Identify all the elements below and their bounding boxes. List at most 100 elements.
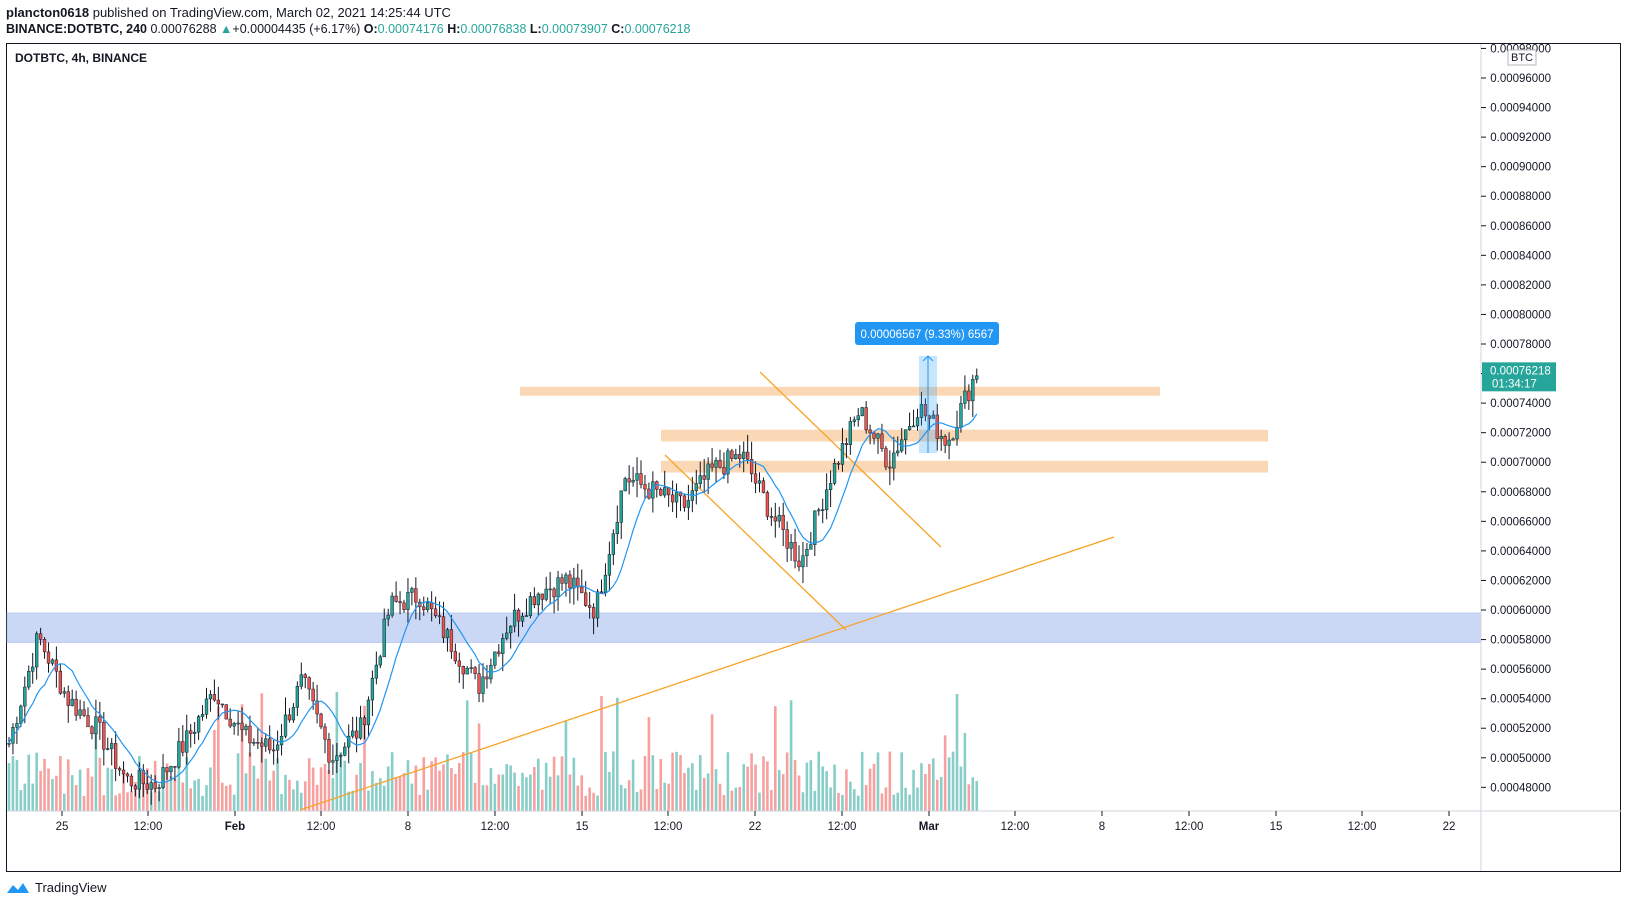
candle-body xyxy=(797,560,801,568)
volume-bar xyxy=(375,782,378,811)
last-price-tag xyxy=(1482,362,1556,392)
open-value: 0.00074176 xyxy=(377,22,444,36)
candle-body xyxy=(698,475,702,484)
ascending-trendline[interactable] xyxy=(299,536,1115,811)
price-change: +0.00004435 (+6.17%) xyxy=(232,22,361,36)
volume-bar xyxy=(643,755,647,811)
candle-body xyxy=(287,714,292,721)
candle-body xyxy=(943,436,947,446)
candle-body xyxy=(923,404,928,417)
volume-bar xyxy=(371,771,374,811)
candle-body xyxy=(378,656,382,666)
volume-bar xyxy=(386,766,390,811)
candle-body xyxy=(94,716,98,735)
volume-bar xyxy=(888,751,892,811)
candle-body xyxy=(627,478,631,483)
candle-body xyxy=(615,522,619,535)
x-tick-label: 25 xyxy=(56,821,69,833)
volume-bar xyxy=(461,752,465,811)
volume-bar xyxy=(438,770,441,811)
volume-bar xyxy=(165,763,169,811)
volume-bar xyxy=(288,779,291,811)
candle-body xyxy=(196,716,201,733)
candle-body xyxy=(165,767,169,773)
x-tick-label: 12:00 xyxy=(654,821,683,833)
currency-badge[interactable] xyxy=(1507,49,1537,66)
volume-bar xyxy=(663,782,666,811)
volume-bar xyxy=(588,787,591,811)
y-tick-label: 0.00090000 xyxy=(1490,162,1551,174)
volume-bar xyxy=(319,767,323,811)
volume-bar xyxy=(82,795,86,811)
candle-body xyxy=(852,419,856,422)
candle-body xyxy=(817,509,821,512)
candle-body xyxy=(117,768,122,771)
volume-bar xyxy=(841,794,844,811)
candle-body xyxy=(398,601,402,604)
candle-body xyxy=(46,651,51,664)
candle-body xyxy=(935,414,939,439)
candle-body xyxy=(643,484,647,490)
publish-info: published on TradingView.com, March 02, … xyxy=(92,5,451,20)
candle-body xyxy=(702,475,706,480)
candle-body xyxy=(663,487,667,496)
candle-body xyxy=(228,718,232,727)
volume-bar xyxy=(635,791,639,811)
volume-bar xyxy=(975,781,979,811)
candle-body xyxy=(477,673,481,694)
candle-body xyxy=(291,707,296,721)
candle-body xyxy=(670,494,675,503)
candle-body xyxy=(888,466,892,469)
candle-body xyxy=(931,414,935,419)
candle-body xyxy=(532,596,537,606)
candle-body xyxy=(777,515,781,522)
chart-title: DOTBTC, 4h, BINANCE xyxy=(15,51,147,65)
volume-bar xyxy=(367,790,370,811)
candle-body xyxy=(501,638,505,654)
volume-bar xyxy=(533,767,536,811)
countdown-timer: 01:34:17 xyxy=(1492,378,1537,390)
candle-body xyxy=(38,633,43,640)
candle-body xyxy=(623,478,627,492)
y-tick-label: 0.00052000 xyxy=(1490,723,1551,735)
volume-bar xyxy=(517,785,520,811)
candle-body xyxy=(761,480,766,493)
candle-body xyxy=(299,674,303,687)
volume-bar xyxy=(801,792,805,811)
candle-body xyxy=(568,574,572,589)
falling-wedge-upper-line[interactable] xyxy=(759,371,942,548)
candle-body xyxy=(7,742,11,745)
author-name[interactable]: plancton0618 xyxy=(6,5,90,20)
volume-bar xyxy=(331,778,335,811)
candle-body xyxy=(588,605,592,608)
low-value: 0.00073907 xyxy=(541,22,608,36)
volume-bar xyxy=(766,761,769,811)
candle-body xyxy=(757,480,762,484)
volume-bar xyxy=(339,752,343,811)
volume-bar xyxy=(529,774,532,811)
candle-body xyxy=(560,577,564,584)
y-tick-label: 0.00064000 xyxy=(1490,546,1551,558)
candle-body xyxy=(98,716,102,723)
volume-bar xyxy=(845,769,848,811)
candle-body xyxy=(603,574,608,593)
volume-bar xyxy=(217,706,220,811)
ohlc-line: BINANCE:DOTBTC, 240 0.00076288 ▲+0.00004… xyxy=(6,22,691,36)
candle-body xyxy=(710,463,714,468)
candle-body xyxy=(272,749,276,752)
candle-body xyxy=(133,785,138,790)
volume-bar xyxy=(963,733,967,811)
volume-bar xyxy=(619,784,623,811)
volume-bar xyxy=(300,792,303,811)
volume-bar xyxy=(43,758,46,811)
candle-body xyxy=(599,591,604,594)
volume-bar xyxy=(505,764,508,811)
volume-bar xyxy=(292,789,295,811)
candle-body xyxy=(907,426,912,430)
candle-body xyxy=(714,459,718,468)
candle-body xyxy=(896,450,900,454)
tradingview-brand[interactable]: TradingView xyxy=(6,880,107,895)
candle-body xyxy=(505,632,509,639)
candle-body xyxy=(256,742,260,744)
